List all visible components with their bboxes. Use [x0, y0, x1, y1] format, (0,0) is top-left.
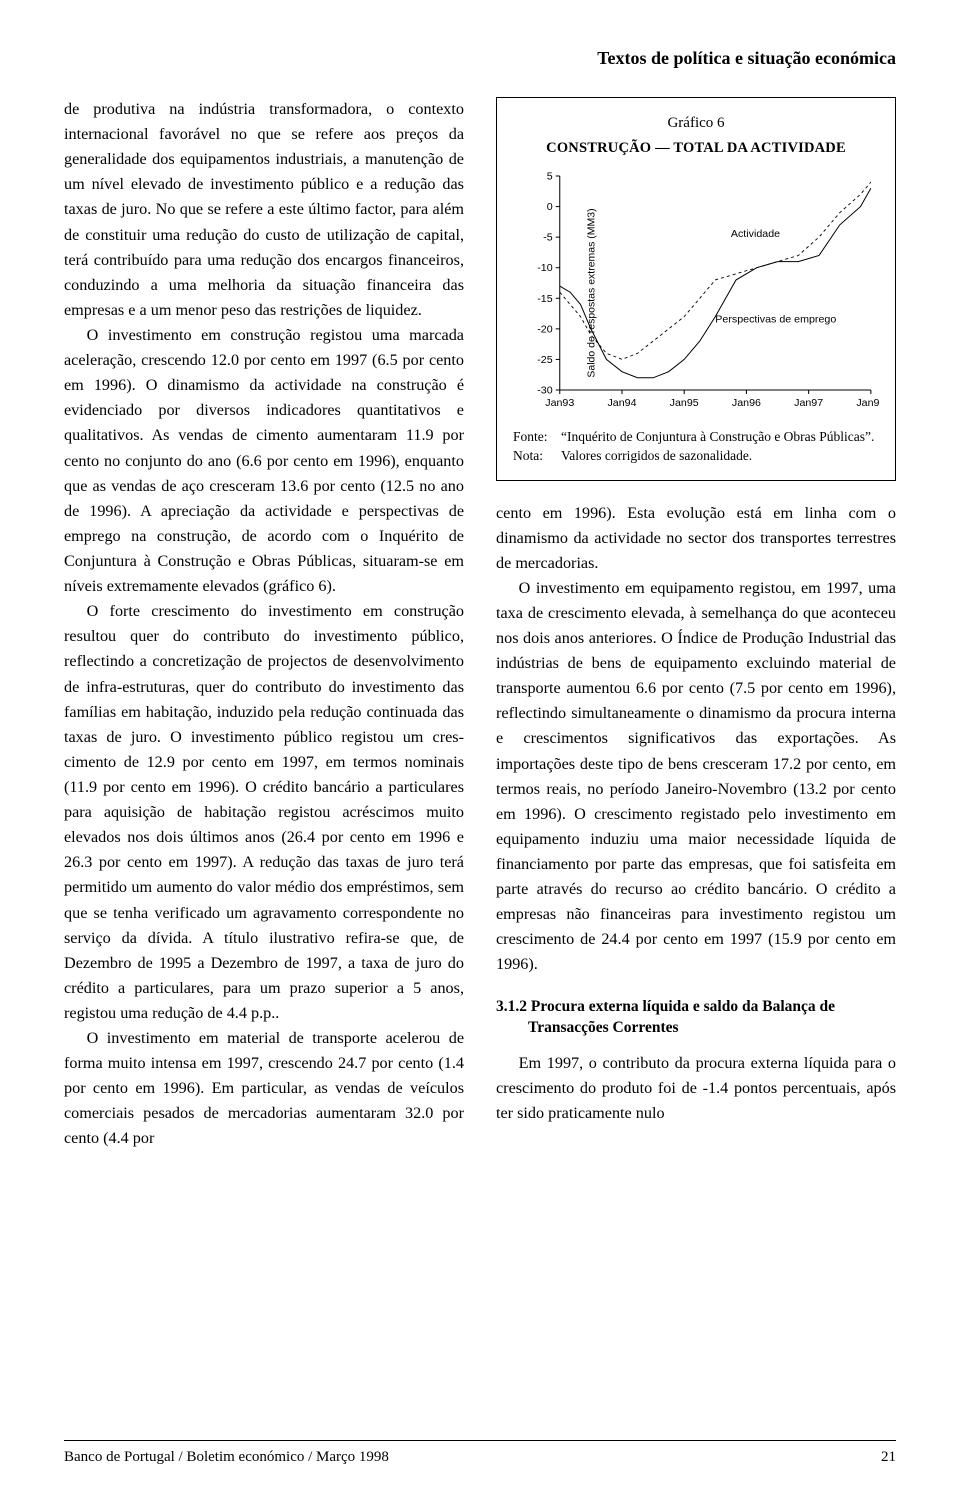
svg-text:5: 5	[547, 170, 553, 182]
body-paragraph: cento em 1996). Esta evolução está em li…	[496, 501, 896, 576]
svg-text:-10: -10	[537, 262, 553, 274]
line-chart: -30 -25 -20 -15 -10 -5 0 5 Jan93 Jan94 Jan95 Jan96 J…	[513, 170, 879, 416]
fonte-text: “Inquérito de Conjuntura à Construção e …	[561, 428, 874, 447]
svg-text:Jan98: Jan98	[856, 397, 879, 409]
footer-page-number: 21	[881, 1449, 896, 1466]
svg-text:Perspectivas de emprego: Perspectivas de emprego	[715, 314, 836, 326]
left-column: de produtiva na indústria transformadora…	[64, 97, 464, 1152]
svg-text:-15: -15	[537, 293, 553, 305]
body-paragraph: de produtiva na indústria transformadora…	[64, 97, 464, 323]
nota-label: Nota:	[513, 447, 561, 466]
figure-box: Gráfico 6 CONSTRUÇÃO — TOTAL DA ACTIVIDA…	[496, 97, 896, 481]
right-column: Gráfico 6 CONSTRUÇÃO — TOTAL DA ACTIVIDA…	[496, 97, 896, 1152]
svg-text:Jan95: Jan95	[670, 397, 699, 409]
page-footer: Banco de Portugal / Boletim económico / …	[64, 1440, 896, 1466]
subsection-title-line1: Procura externa líquida e saldo da Balan…	[531, 998, 835, 1015]
two-column-layout: de produtiva na indústria transformadora…	[64, 97, 896, 1152]
svg-text:-5: -5	[543, 231, 553, 243]
svg-text:-30: -30	[537, 384, 553, 396]
footer-left: Banco de Portugal / Boletim económico / …	[64, 1449, 389, 1466]
svg-text:-25: -25	[537, 354, 553, 366]
running-head: Textos de política e situação económica	[64, 48, 896, 69]
body-paragraph: O forte crescimento do investimento em c…	[64, 599, 464, 1026]
nota-text: Valores corrigidos de sazonalidade.	[561, 447, 752, 466]
figure-number: Gráfico 6	[513, 112, 879, 135]
svg-text:-20: -20	[537, 323, 553, 335]
figure-source-note: Fonte: “Inquérito de Conjuntura à Constr…	[513, 428, 879, 466]
body-paragraph: O investimento em material de transporte…	[64, 1026, 464, 1152]
chart-area: Saldo de respostas extremas (MM3) -30 -25…	[513, 170, 879, 416]
subsection-heading: 3.1.2 Procura externa líquida e saldo da…	[496, 996, 896, 1039]
fonte-label: Fonte:	[513, 428, 561, 447]
svg-text:Jan97: Jan97	[794, 397, 823, 409]
figure-title: CONSTRUÇÃO — TOTAL DA ACTIVIDADE	[513, 137, 879, 159]
svg-text:0: 0	[547, 201, 553, 213]
subsection-title-line2: Transacções Correntes	[496, 1017, 896, 1039]
svg-text:Jan96: Jan96	[732, 397, 761, 409]
subsection-number: 3.1.2	[496, 998, 527, 1015]
y-axis-label: Saldo de respostas extremas (MM3)	[583, 208, 599, 377]
svg-text:Actividade: Actividade	[731, 228, 780, 240]
svg-text:Jan94: Jan94	[607, 397, 636, 409]
body-paragraph: O investimento em equipamento registou, …	[496, 576, 896, 978]
body-paragraph: O investimento em construção registou um…	[64, 323, 464, 599]
body-paragraph: Em 1997, o contributo da procura externa…	[496, 1051, 896, 1126]
svg-text:Jan93: Jan93	[545, 397, 574, 409]
